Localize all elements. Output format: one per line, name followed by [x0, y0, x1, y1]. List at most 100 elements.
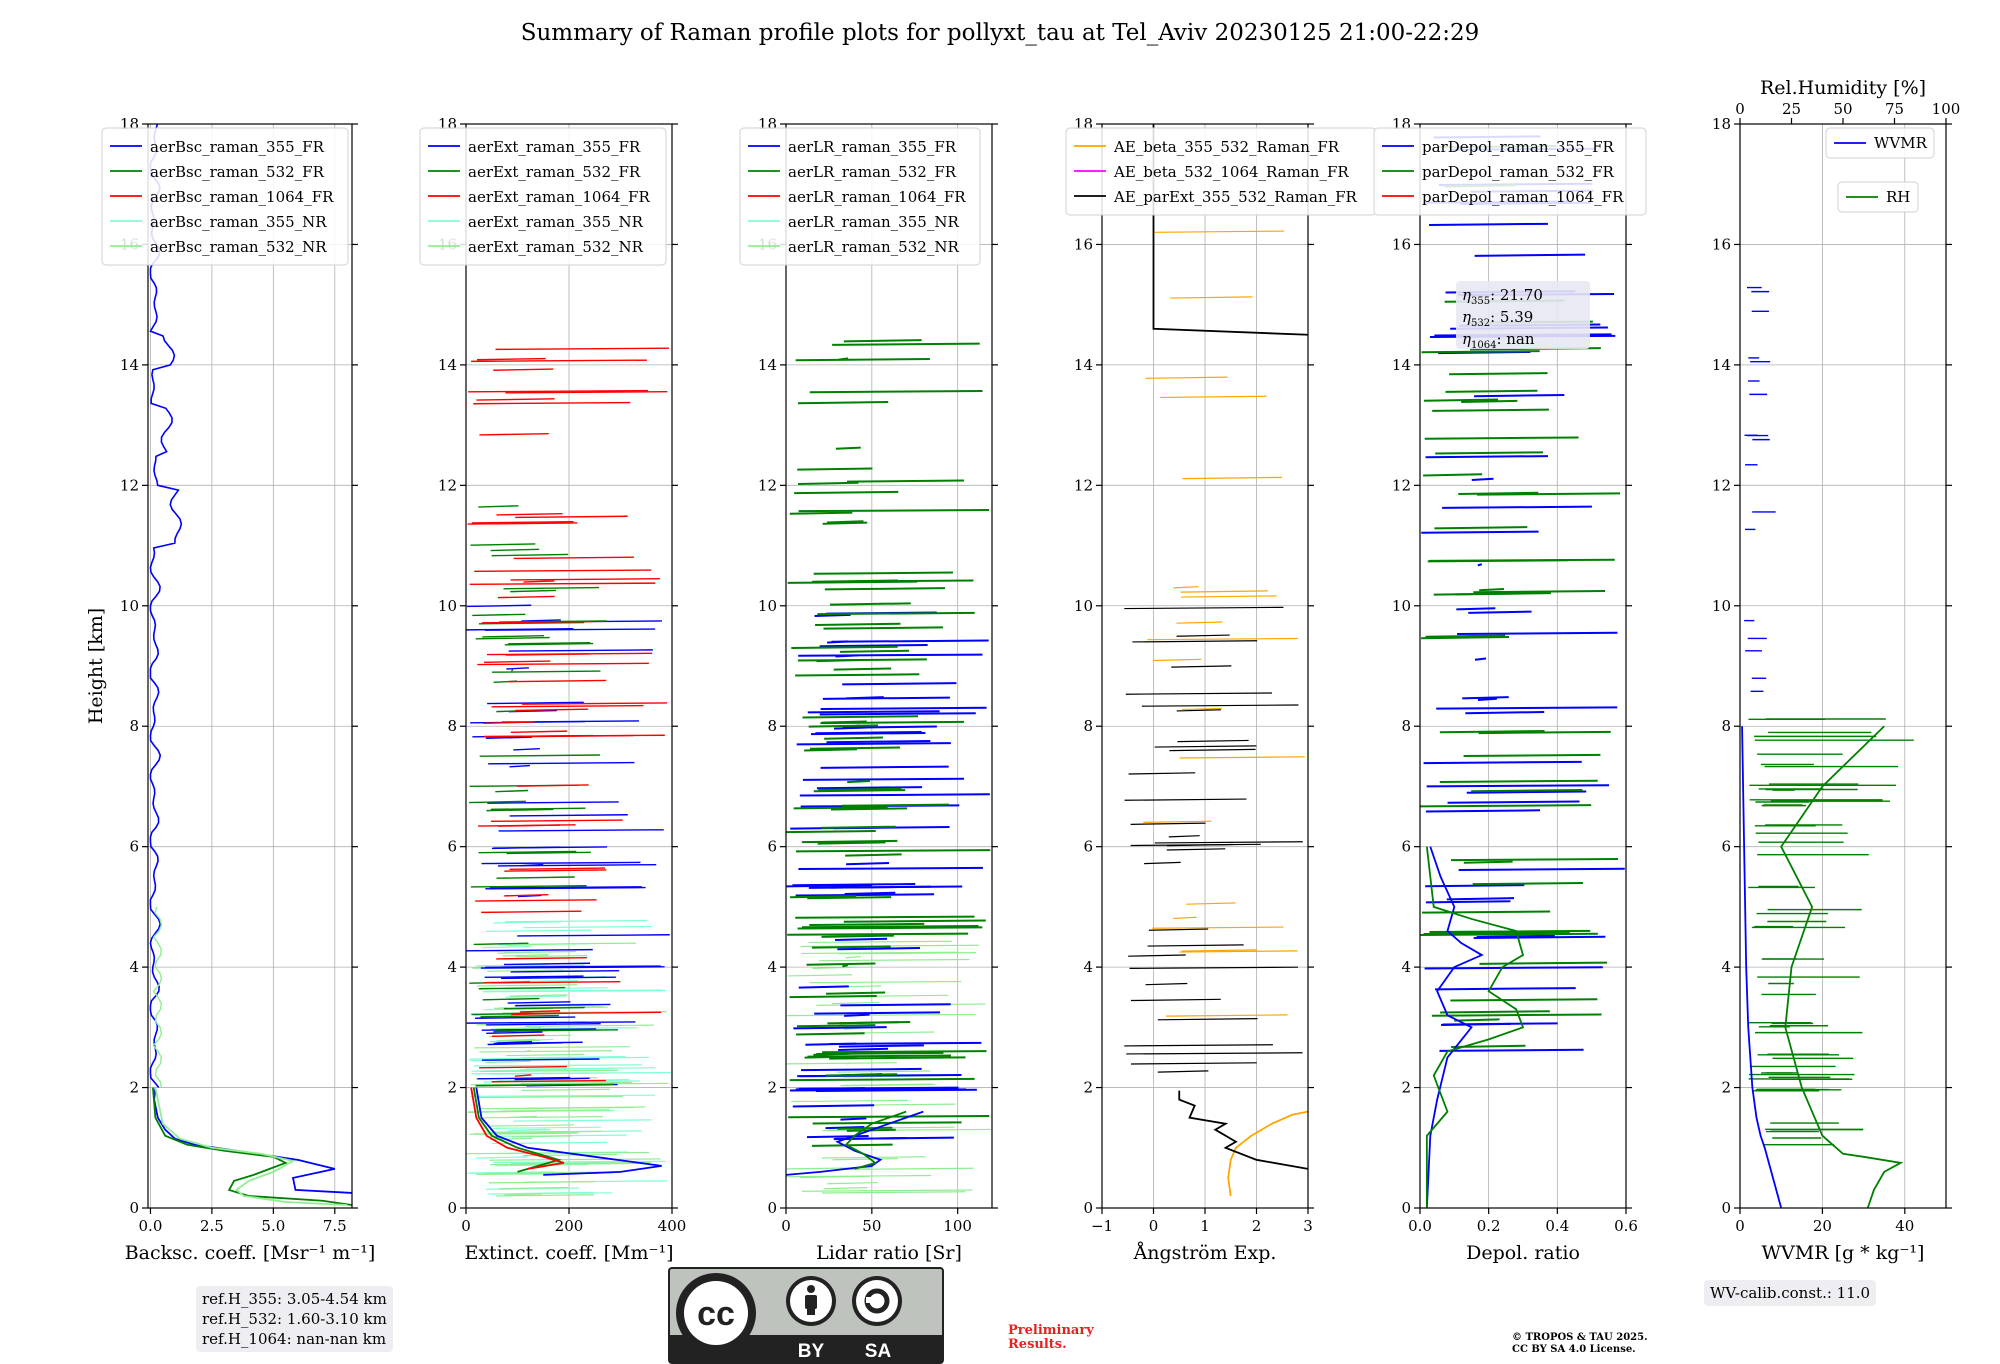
lr-532-nr-spike — [827, 1181, 878, 1185]
ext-532-fr-spike — [499, 1029, 530, 1033]
lr-532-fr-spike — [790, 895, 857, 899]
lr-532-fr-spike — [801, 839, 898, 844]
ext-532-nr-spike — [515, 954, 588, 958]
ext-1064-fr-spike — [473, 401, 631, 405]
lr-532-nr-spike — [812, 966, 858, 969]
lr-355-fr-spike — [837, 947, 920, 951]
depol-355-spike — [1465, 711, 1545, 715]
panel-data-lidar_ratio — [786, 339, 991, 1194]
ae-beta-spike — [1145, 376, 1228, 379]
ext-532-nr-spike — [490, 1130, 602, 1134]
legend-label: aerLR_raman_1064_FR — [788, 188, 966, 206]
lr-532-fr-spike — [788, 1114, 990, 1119]
ext-532-nr-spike — [480, 1116, 604, 1119]
ext-532-fr-spike — [479, 754, 600, 757]
x-tick-label: 0.6 — [1614, 1217, 1638, 1235]
y-tick-label: 16 — [1074, 235, 1093, 253]
legend-box — [1825, 127, 1935, 159]
ext-1064-fr-spike — [495, 347, 670, 351]
lr-532-fr-spike — [797, 401, 889, 405]
ext-532-fr-spike — [476, 1083, 615, 1087]
ext-1064-fr-spike — [478, 824, 576, 827]
y-tick-label: 4 — [1083, 958, 1093, 976]
ext-1064-fr-spike — [521, 702, 668, 705]
depol-355-spike — [1477, 697, 1497, 701]
ext-532-nr-spike — [487, 969, 564, 972]
ext-355-fr-spike — [508, 649, 653, 652]
copyright-note: © TROPOS & TAU 2025. CC BY SA 4.0 Licens… — [1512, 1332, 1648, 1356]
ext-355-fr-spike — [510, 970, 620, 973]
depol-532-spike — [1422, 910, 1551, 914]
ext-532-nr-spike — [503, 950, 576, 954]
y-tick-label: 10 — [1392, 597, 1411, 615]
ext-532-nr-spike — [477, 1095, 623, 1099]
ext-355-fr-spike — [480, 966, 665, 969]
ae-beta-spike — [1181, 595, 1277, 598]
ext-532-nr-spike — [525, 1024, 654, 1027]
depol-532-spike — [1432, 408, 1549, 412]
y-tick-label: 10 — [120, 597, 139, 615]
ref-h-532: ref.H_532: 1.60-3.10 km — [202, 1310, 387, 1328]
depol-355-spike — [1446, 897, 1515, 901]
bsc-355-fr-upper — [149, 124, 183, 1089]
lr-532-fr-spike — [807, 896, 892, 900]
lr-532-fr-spike — [816, 1051, 944, 1056]
ext-355-fr-spike — [485, 736, 532, 740]
y-tick-label: 4 — [447, 958, 457, 976]
depol-532-spike — [1445, 389, 1538, 393]
ext-1064-fr-spike — [483, 721, 535, 724]
ext-355-nr-spike — [486, 929, 592, 932]
legend-label: AE_parExt_355_532_Raman_FR — [1113, 188, 1358, 206]
depol-355-spike — [1474, 253, 1586, 257]
depol-532-spike — [1449, 372, 1548, 376]
legend-label: AE_beta_355_532_Raman_FR — [1113, 138, 1340, 156]
y-tick-label: 6 — [129, 838, 139, 856]
lr-355-fr-spike — [792, 1104, 875, 1108]
panel-data-backscatter — [149, 124, 352, 1206]
ext-532-fr-spike — [507, 641, 591, 645]
y-tick-label: 0 — [129, 1199, 139, 1217]
ext-355-fr-spike — [515, 1003, 611, 1007]
ext-355-fr-spike — [486, 1031, 543, 1034]
ext-1064-fr-spike — [515, 515, 628, 519]
x-tick-label: 50 — [862, 1217, 881, 1235]
lr-355-fr-spike — [807, 710, 940, 714]
lr-532-fr-spike — [806, 962, 876, 966]
y-tick-label: 14 — [1074, 356, 1093, 374]
ext-532-nr-spike — [487, 1124, 575, 1127]
reference-height-info: ref.H_355: 3.05-4.54 km ref.H_532: 1.60-… — [196, 1286, 393, 1352]
ext-532-fr-spike — [491, 670, 601, 673]
legend-depolarization: parDepol_raman_355_FR parDepol_raman_532_… — [1373, 127, 1647, 216]
top-tick-label: 50 — [1833, 100, 1852, 118]
x-tick-label: 20 — [1813, 1217, 1832, 1235]
y-tick-label: 0 — [1083, 1199, 1093, 1217]
lr-355-fr-spike — [796, 742, 951, 746]
ae-parext-spike — [1169, 748, 1256, 752]
depol-532-spike — [1424, 436, 1579, 440]
ext-532-fr-spike — [506, 851, 591, 855]
depol-532-spike — [1429, 558, 1615, 562]
depol-355-spike — [1439, 1048, 1584, 1052]
lr-532-fr-spike — [830, 807, 908, 811]
depol-355-spike — [1442, 505, 1592, 509]
y-tick-label: 12 — [1712, 476, 1731, 494]
lr-532-fr-spike — [797, 926, 983, 930]
ext-355-fr-spike — [466, 604, 532, 608]
lr-532-fr-spike — [842, 964, 849, 968]
ext-532-nr-spike — [503, 964, 585, 967]
ext-532-fr-spike — [496, 876, 575, 879]
x-tick-label: 0.4 — [1545, 1217, 1569, 1235]
depol-355-spike — [1476, 934, 1555, 938]
ext-355-nr-spike — [476, 1156, 528, 1159]
lr-532-fr-spike — [846, 479, 964, 483]
depol-532-spike — [1454, 1018, 1500, 1022]
ext-532-fr-spike — [495, 789, 529, 793]
ext-355-fr-spike — [493, 846, 608, 849]
ext-532-fr-spike — [503, 586, 600, 590]
x-tick-label: 40 — [1895, 1217, 1914, 1235]
ext-355-fr-spike — [481, 1058, 600, 1061]
ext-532-nr-spike — [490, 1162, 647, 1166]
legend-label: aerBsc_raman_355_FR — [150, 138, 325, 156]
ext-1064-fr-spike — [516, 784, 589, 787]
